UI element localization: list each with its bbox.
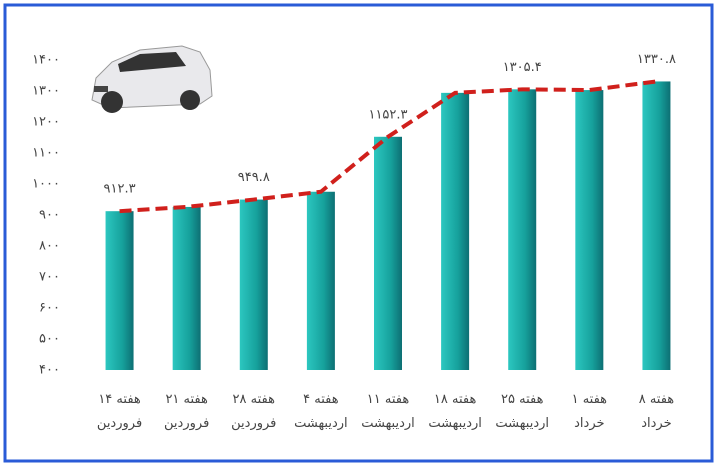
y-tick-label: ۶۰۰ [39, 301, 60, 316]
y-tick-label: ۴۰۰ [39, 363, 60, 378]
y-tick-label: ۵۰۰ [39, 332, 60, 347]
bar [508, 89, 536, 370]
x-tick-label: هفته ۱۸ اردیبهشت [422, 388, 488, 436]
chart-frame: ۴۰۰ ۵۰۰ ۶۰۰ ۷۰۰ ۸۰۰ ۹۰۰ ۱۰۰۰ ۱۱۰۰ ۱۲۰۰ ۱۳۰۰ ۱۴۰۰ ۹۱… [0, 0, 718, 468]
y-tick-label: ۱۳۰۰ [32, 84, 60, 99]
bar [240, 200, 268, 370]
x-tick-label: هفته ۲۵ اردیبهشت [489, 388, 555, 436]
bar [173, 207, 201, 370]
x-tick-label: هفته ۴ اردیبهشت [288, 388, 354, 436]
y-tick-label: ۹۰۰ [39, 208, 60, 223]
bar [307, 192, 335, 370]
x-tick-label: هفته ۱ خرداد [556, 388, 622, 436]
y-tick-label: ۸۰۰ [39, 239, 60, 254]
y-tick-label: ۱۲۰۰ [32, 115, 60, 130]
x-tick-label: هفته ۲۸ فروردین [221, 388, 287, 436]
y-tick-label: ۱۴۰۰ [32, 53, 60, 68]
data-label: ۱۳۳۰.۸ [637, 52, 676, 67]
bar [642, 81, 670, 370]
bar [374, 137, 402, 370]
car-icon [92, 46, 212, 113]
data-label: ۹۴۹.۸ [238, 170, 270, 185]
bar [106, 211, 134, 370]
data-label: ۱۳۰۵.۴ [503, 60, 542, 75]
y-tick-label: ۱۰۰۰ [32, 177, 60, 192]
x-tick-label: هفته ۲۱ فروردین [154, 388, 220, 436]
x-tick-label: هفته ۱۴ فروردین [87, 388, 153, 436]
bar [441, 93, 469, 370]
y-tick-label: ۷۰۰ [39, 270, 60, 285]
x-tick-label: هفته ۱۱ اردیبهشت [355, 388, 421, 436]
data-label: ۱۱۵۲.۳ [368, 107, 407, 122]
data-label: ۹۱۲.۳ [104, 182, 136, 197]
y-tick-label: ۱۱۰۰ [32, 146, 60, 161]
bar [575, 90, 603, 370]
x-tick-label: هفته ۸ خرداد [623, 388, 689, 436]
